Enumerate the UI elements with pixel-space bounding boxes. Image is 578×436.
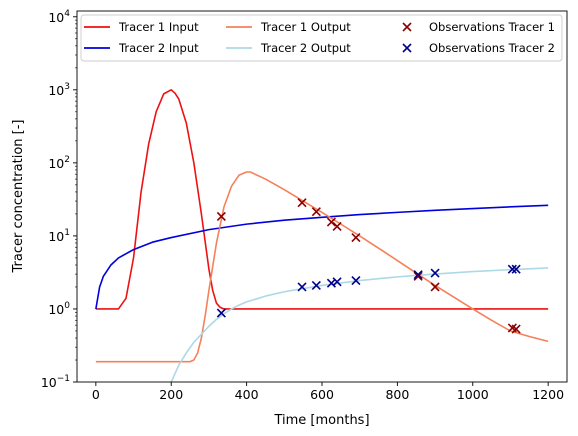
y-tick-label: 10−1 bbox=[41, 374, 70, 390]
observation-marker bbox=[430, 268, 440, 278]
legend-box bbox=[80, 14, 563, 62]
observation-marker bbox=[216, 308, 226, 318]
x-tick-label: 600 bbox=[310, 387, 334, 402]
observation-marker bbox=[351, 275, 361, 286]
x-axis-label: Time [months] bbox=[273, 413, 369, 428]
legend-label: Tracer 2 Output bbox=[260, 41, 351, 55]
y-tick-label: 101 bbox=[48, 228, 70, 244]
legend-item: Observations Tracer 2 bbox=[402, 41, 555, 55]
series-line-tracer-2-input bbox=[95, 204, 549, 310]
observation-marker bbox=[511, 324, 521, 334]
legend-item: Tracer 2 Input bbox=[84, 41, 199, 55]
y-tick-label: 100 bbox=[48, 301, 70, 317]
observation-marker bbox=[351, 232, 361, 243]
legend-item: Tracer 2 Output bbox=[226, 41, 351, 55]
x-tick-label: 1000 bbox=[457, 387, 489, 402]
legend-label: Tracer 1 Output bbox=[260, 20, 351, 34]
observation-marker bbox=[297, 282, 307, 292]
legend-label: Tracer 1 Input bbox=[118, 20, 199, 34]
x-tick-label: 1200 bbox=[532, 387, 564, 402]
observation-marker bbox=[326, 217, 336, 227]
legend-label: Tracer 2 Input bbox=[118, 41, 199, 55]
series-line-tracer-1-input bbox=[95, 89, 549, 310]
legend-label: Observations Tracer 1 bbox=[429, 20, 555, 34]
observation-marker bbox=[297, 198, 307, 208]
observation-marker bbox=[216, 211, 226, 221]
legend-item: Tracer 1 Output bbox=[226, 20, 351, 34]
y-tick-label: 104 bbox=[48, 9, 70, 25]
x-tick-label: 400 bbox=[235, 387, 259, 402]
observation-marker bbox=[413, 271, 423, 281]
series-line-tracer-1-output bbox=[95, 171, 549, 363]
x-tick-label: 800 bbox=[385, 387, 409, 402]
observation-marker bbox=[507, 264, 517, 274]
observation-marker bbox=[511, 264, 521, 274]
y-tick-label: 102 bbox=[48, 155, 70, 171]
x-tick-label: 0 bbox=[92, 387, 100, 402]
y-axis-label: Tracer concentration [-] bbox=[11, 120, 26, 274]
legend-swatch bbox=[402, 43, 412, 53]
legend-item: Observations Tracer 1 bbox=[402, 20, 555, 34]
observation-marker bbox=[311, 207, 321, 217]
legend-label: Observations Tracer 2 bbox=[429, 41, 555, 55]
observation-marker bbox=[311, 280, 321, 290]
series-layer bbox=[95, 89, 549, 382]
y-tick-label: 103 bbox=[48, 82, 70, 98]
observation-marker bbox=[332, 221, 342, 231]
observation-marker bbox=[332, 277, 342, 287]
observation-marker bbox=[430, 282, 440, 292]
observation-marker bbox=[413, 270, 423, 280]
legend: Tracer 1 Input Tracer 2 Input Tracer 1 Out… bbox=[80, 14, 563, 62]
legend-item: Tracer 1 Input bbox=[84, 20, 199, 34]
x-tick-label: 200 bbox=[159, 387, 183, 402]
ticks-layer: 0 200 400 600 800 1000 1200 10−1 100 101 102 103 104 bbox=[41, 9, 564, 402]
plot-area bbox=[95, 89, 549, 382]
legend-swatch bbox=[402, 22, 412, 32]
